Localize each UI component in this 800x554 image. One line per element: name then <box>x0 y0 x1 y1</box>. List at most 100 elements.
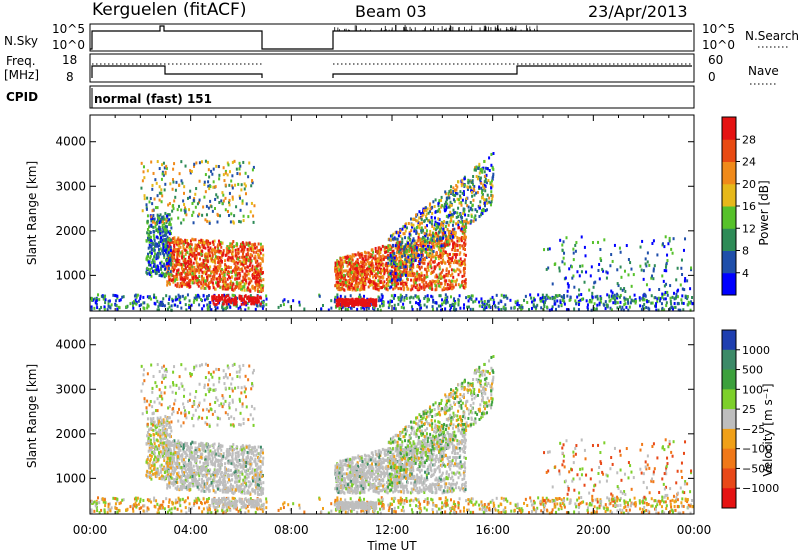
echo <box>429 254 432 258</box>
echo <box>354 267 357 271</box>
echo <box>229 242 232 246</box>
echo <box>217 239 220 243</box>
echo <box>262 304 265 308</box>
echo <box>231 284 234 288</box>
echo <box>405 251 408 255</box>
echo <box>164 243 167 247</box>
echo <box>170 240 173 244</box>
echo <box>431 279 434 283</box>
echo <box>431 224 434 228</box>
echo <box>413 241 416 245</box>
echo <box>543 305 546 309</box>
echo <box>254 280 257 284</box>
echo <box>342 301 345 305</box>
echo <box>456 239 459 243</box>
echo <box>425 270 428 274</box>
echo <box>426 236 429 240</box>
echo <box>336 273 339 277</box>
echo <box>345 284 348 288</box>
echo <box>410 217 413 221</box>
echo <box>445 198 448 202</box>
echo <box>401 227 404 231</box>
echo <box>404 265 407 269</box>
echo <box>372 250 375 254</box>
echo <box>464 263 467 267</box>
echo <box>358 293 361 297</box>
echo <box>497 306 500 310</box>
echo <box>197 280 200 284</box>
echo <box>419 267 422 271</box>
echo <box>221 294 224 298</box>
echo <box>432 307 435 311</box>
echo <box>207 293 210 297</box>
echo <box>368 281 371 285</box>
echo <box>348 281 351 285</box>
echo <box>367 306 370 310</box>
echo <box>396 237 399 241</box>
echo <box>530 300 533 304</box>
echo <box>338 279 341 283</box>
echo <box>483 300 486 304</box>
echo <box>245 261 248 265</box>
echo <box>461 178 464 182</box>
echo <box>224 265 227 269</box>
echo <box>634 299 637 303</box>
echo <box>163 228 166 232</box>
echo <box>381 269 384 273</box>
echo <box>500 293 503 297</box>
echo <box>165 248 168 252</box>
echo <box>176 270 179 274</box>
echo <box>387 279 390 283</box>
echo <box>197 265 200 269</box>
echo <box>320 307 323 311</box>
echo <box>443 242 446 246</box>
echo <box>151 220 154 224</box>
echo <box>211 260 214 264</box>
echo <box>656 297 659 301</box>
echo <box>298 303 301 307</box>
echo <box>337 303 340 307</box>
cpid-label: CPID <box>6 90 38 104</box>
nsky-tick-bottom-right: 10^0 <box>702 38 735 52</box>
echo <box>152 214 155 218</box>
echo <box>188 303 191 307</box>
echo <box>528 308 531 312</box>
echo <box>440 308 443 312</box>
echo <box>207 206 210 210</box>
echo <box>489 305 492 309</box>
echo <box>389 251 392 255</box>
echo <box>236 282 239 286</box>
echo <box>240 281 243 285</box>
echo <box>227 302 230 306</box>
echo <box>166 235 169 239</box>
echo <box>638 298 641 302</box>
echo <box>231 245 234 249</box>
echo <box>450 185 453 189</box>
echo <box>182 244 185 248</box>
echo <box>246 302 249 306</box>
echo <box>197 200 200 204</box>
echo <box>384 250 387 254</box>
echo <box>226 277 229 281</box>
echo <box>436 221 439 225</box>
echo <box>336 296 339 300</box>
echo <box>186 251 189 255</box>
echo <box>150 215 153 219</box>
echo <box>194 205 197 209</box>
echo <box>425 208 428 212</box>
echo <box>204 282 207 286</box>
echo <box>180 306 183 310</box>
echo <box>346 280 349 284</box>
echo <box>397 282 400 286</box>
echo <box>454 299 457 303</box>
echo <box>451 228 454 232</box>
echo <box>447 270 450 274</box>
echo <box>395 281 398 285</box>
echo <box>394 246 397 250</box>
echo <box>238 271 241 275</box>
echo <box>182 246 185 250</box>
echo <box>165 294 168 298</box>
echo <box>185 261 188 265</box>
echo <box>461 219 464 223</box>
echo <box>193 299 196 303</box>
